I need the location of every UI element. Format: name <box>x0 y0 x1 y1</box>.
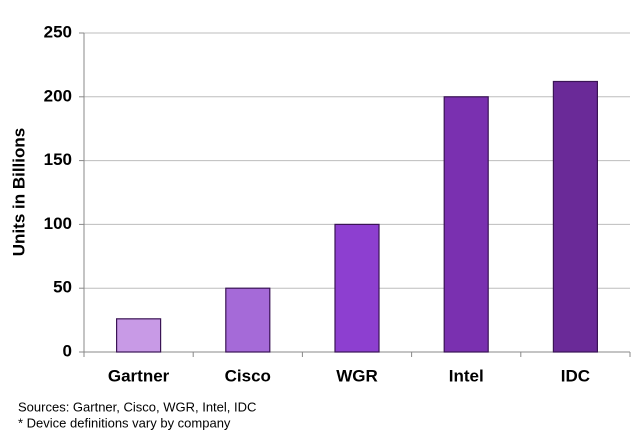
x-tick-label: Cisco <box>225 366 271 385</box>
footnote: * Device definitions vary by company <box>18 415 231 430</box>
y-tick-label: 150 <box>44 150 72 169</box>
y-tick-label: 50 <box>53 278 72 297</box>
y-tick-label: 250 <box>44 22 72 41</box>
bar <box>334 223 380 353</box>
y-axis-label: Units in Billions <box>9 128 28 256</box>
x-tick-label: Intel <box>449 366 484 385</box>
y-tick-label: 100 <box>44 214 72 233</box>
bar <box>552 80 599 353</box>
bar <box>225 287 271 353</box>
bar <box>115 318 162 353</box>
y-tick-label: 200 <box>44 86 72 105</box>
x-tick-label: IDC <box>561 366 590 385</box>
y-tick-label: 0 <box>63 341 72 360</box>
footnote: Sources: Gartner, Cisco, WGR, Intel, IDC <box>18 399 256 414</box>
x-tick-label: Gartner <box>108 366 170 385</box>
bar <box>443 96 489 353</box>
x-tick-label: WGR <box>336 366 378 385</box>
